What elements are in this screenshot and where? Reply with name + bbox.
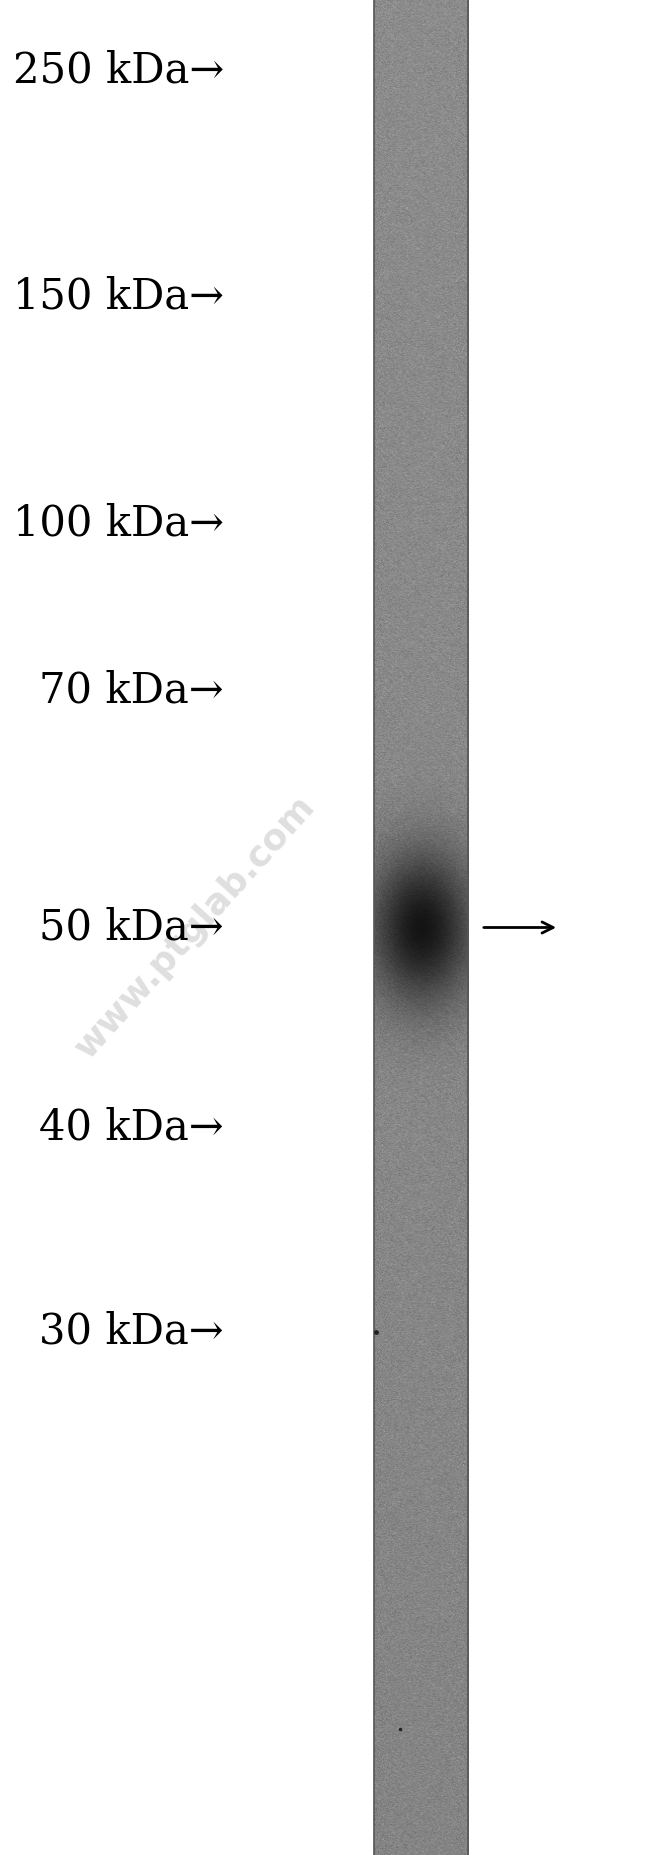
Text: 100 kDa→: 100 kDa→	[13, 503, 224, 544]
Text: 50 kDa→: 50 kDa→	[39, 907, 224, 948]
Text: 30 kDa→: 30 kDa→	[39, 1311, 224, 1352]
Text: 150 kDa→: 150 kDa→	[13, 276, 224, 317]
Text: 40 kDa→: 40 kDa→	[39, 1107, 224, 1148]
Text: www.ptglab.com: www.ptglab.com	[68, 790, 322, 1065]
Text: 70 kDa→: 70 kDa→	[39, 670, 224, 710]
Text: 250 kDa→: 250 kDa→	[13, 50, 224, 91]
